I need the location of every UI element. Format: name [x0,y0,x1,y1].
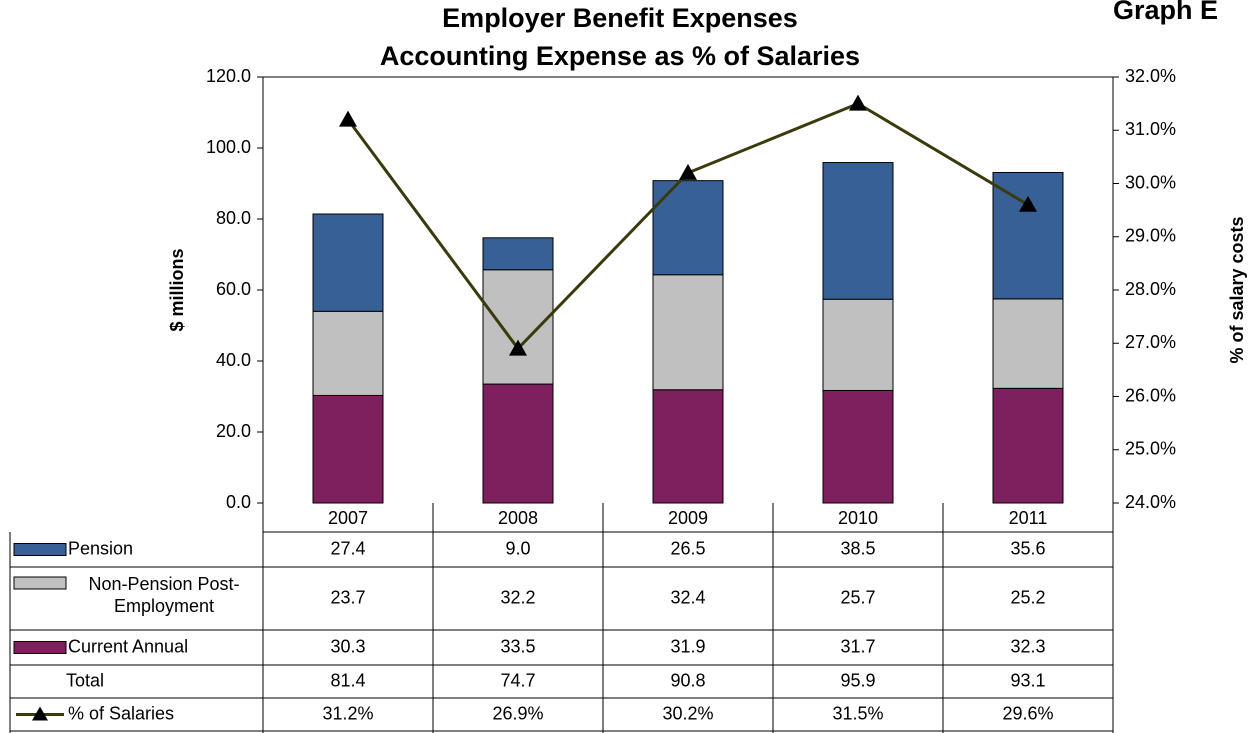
table-cell: 31.7 [840,636,875,656]
y-tick-label: 100.0 [206,137,251,157]
bar-segment [822,298,894,391]
y2-tick-label: 26.0% [1125,385,1176,405]
table-cell: 9.0 [505,538,530,558]
bar-segment [822,389,894,504]
legend-marker [32,706,48,721]
x-tick-label: 2007 [328,508,368,528]
chart-title: Employer Benefit Expenses [442,3,798,33]
row-label-box: Non-Pension Post-Employment [88,574,240,616]
table-cell: 25.7 [840,587,875,607]
x-tick-label: 2011 [1009,508,1048,528]
y2-tick-label: 31.0% [1125,119,1176,139]
row-label: Pension [68,538,133,558]
y-axis-label: $ millions [167,248,187,331]
table-cell: 29.6% [1002,703,1053,723]
table-cell: 95.9 [840,670,875,690]
chart-subtitle: Accounting Expense as % of Salaries [380,41,860,71]
y-tick-label: 120.0 [206,66,251,86]
x-tick-label: 2008 [498,508,538,528]
table-cell: 26.5 [670,538,705,558]
table-cell: 35.6 [1010,538,1045,558]
y-tick-label: 80.0 [216,208,251,228]
x-tick-label: 2010 [838,508,878,528]
table-cell: 38.5 [840,538,875,558]
table-cell: 30.3 [330,636,365,656]
bar-segment [652,180,724,276]
table-cell: 32.2 [500,587,535,607]
y-tick-label: 40.0 [216,350,251,370]
line-marker [339,110,357,127]
table-cell: 27.4 [330,538,365,558]
y-tick-label: 20.0 [216,421,251,441]
bar-segment [482,237,554,271]
bar-segment [312,394,384,504]
bar-segment [652,274,724,391]
y2-tick-label: 30.0% [1125,172,1176,192]
legend-swatch [13,641,67,654]
y-tick-label: 60.0 [216,279,251,299]
table-cell: 74.7 [500,670,535,690]
table-cell: 23.7 [330,587,365,607]
row-label: Non-Pension Post-Employment [88,574,240,616]
table-cell: 32.3 [1010,636,1045,656]
table-cell: 32.4 [670,587,705,607]
table-cell: 33.5 [500,636,535,656]
bar-segment [992,171,1064,300]
table-cell: 26.9% [492,703,543,723]
bar-segment [992,298,1064,389]
legend-swatch [13,576,67,590]
row-label: % of Salaries [68,703,174,723]
row-label: Total [66,670,104,690]
table-cell: 90.8 [670,670,705,690]
line-marker [509,339,527,356]
y2-axis-label: % of salary costs [1227,216,1247,363]
y2-tick-label: 32.0% [1125,66,1176,86]
table-cell: 31.9 [670,636,705,656]
line-marker [679,163,697,180]
corner-label: Graph E [1113,0,1218,25]
y2-tick-label: 24.0% [1125,492,1176,512]
bar-segment [992,387,1064,504]
legend-swatch [13,543,67,556]
bar-segment [312,213,384,312]
table-cell: 25.2 [1010,587,1045,607]
bar-segment [482,269,554,385]
y2-tick-label: 29.0% [1125,226,1176,246]
bar-segment [652,389,724,504]
y-tick-label: 0.0 [226,492,251,512]
table-cell: 31.5% [832,703,883,723]
y2-tick-label: 25.0% [1125,439,1176,459]
bar-segment [312,310,384,396]
x-tick-label: 2009 [668,508,708,528]
table-cell: 81.4 [330,670,365,690]
table-cell: 31.2% [322,703,373,723]
row-label: Current Annual [68,636,188,656]
table-cell: 93.1 [1010,670,1045,690]
table-cell: 30.2% [662,703,713,723]
bar-segment [482,383,554,504]
line-marker [1019,195,1037,212]
y2-tick-label: 28.0% [1125,279,1176,299]
line-marker [849,94,867,111]
y2-tick-label: 27.0% [1125,332,1176,352]
bar-segment [822,162,894,300]
